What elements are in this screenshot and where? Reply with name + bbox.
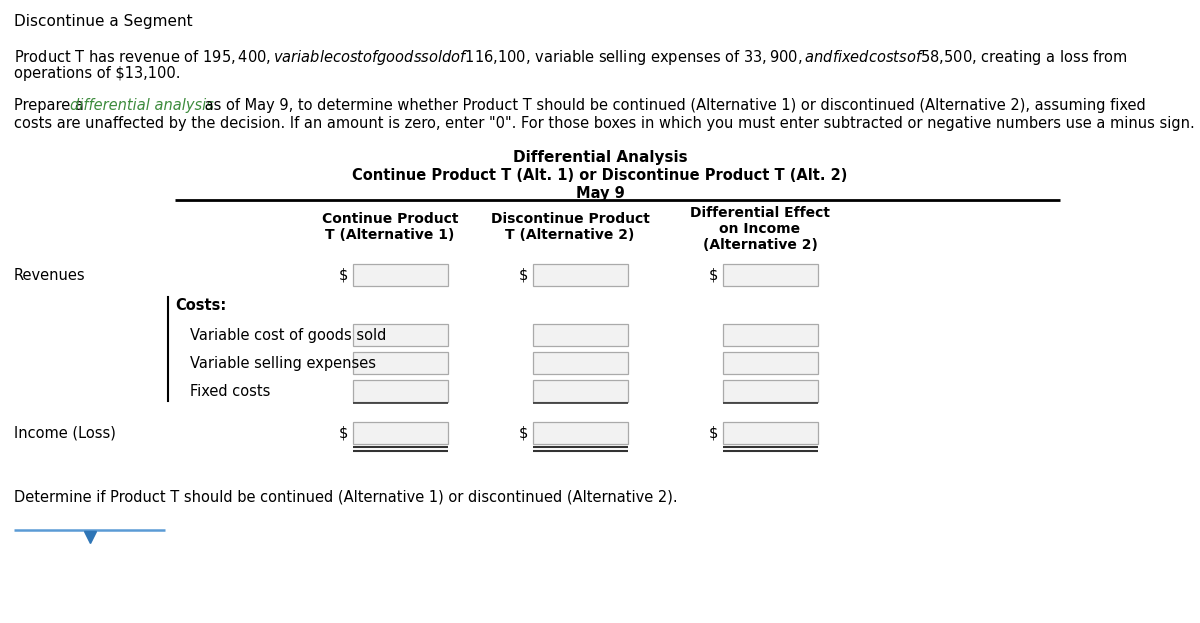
Text: (Alternative 2): (Alternative 2) xyxy=(702,238,817,252)
FancyBboxPatch shape xyxy=(533,352,628,374)
FancyBboxPatch shape xyxy=(353,422,448,444)
Text: $: $ xyxy=(709,268,719,283)
Text: $: $ xyxy=(709,426,719,441)
Text: operations of $13,100.: operations of $13,100. xyxy=(14,66,180,81)
Text: Discontinue a Segment: Discontinue a Segment xyxy=(14,14,193,29)
FancyBboxPatch shape xyxy=(722,264,818,286)
Text: T (Alternative 1): T (Alternative 1) xyxy=(325,228,455,242)
Text: $: $ xyxy=(340,426,348,441)
Text: Fixed costs: Fixed costs xyxy=(190,384,270,399)
FancyBboxPatch shape xyxy=(353,264,448,286)
Text: Variable selling expenses: Variable selling expenses xyxy=(190,356,376,371)
Text: Continue Product T (Alt. 1) or Discontinue Product T (Alt. 2): Continue Product T (Alt. 1) or Discontin… xyxy=(353,168,847,183)
Text: Variable cost of goods sold: Variable cost of goods sold xyxy=(190,328,386,343)
Text: $: $ xyxy=(520,268,528,283)
Text: $: $ xyxy=(520,426,528,441)
Text: on Income: on Income xyxy=(720,222,800,236)
Text: Differential Effect: Differential Effect xyxy=(690,206,830,220)
Text: costs are unaffected by the decision. If an amount is zero, enter "0". For those: costs are unaffected by the decision. If… xyxy=(14,116,1195,131)
Text: Revenues: Revenues xyxy=(14,268,85,283)
Text: Differential Analysis: Differential Analysis xyxy=(512,150,688,165)
Text: Prepare a: Prepare a xyxy=(14,98,89,113)
Text: $: $ xyxy=(340,268,348,283)
Text: Discontinue Product: Discontinue Product xyxy=(491,212,649,226)
FancyBboxPatch shape xyxy=(533,380,628,402)
FancyBboxPatch shape xyxy=(722,324,818,346)
FancyBboxPatch shape xyxy=(353,380,448,402)
FancyBboxPatch shape xyxy=(353,352,448,374)
Text: Product T has revenue of $195,400, variable cost of goods sold of $116,100, vari: Product T has revenue of $195,400, varia… xyxy=(14,48,1128,67)
Text: Continue Product: Continue Product xyxy=(322,212,458,226)
Text: differential analysis: differential analysis xyxy=(70,98,214,113)
Text: Costs:: Costs: xyxy=(175,298,227,313)
FancyBboxPatch shape xyxy=(722,422,818,444)
Text: T (Alternative 2): T (Alternative 2) xyxy=(505,228,635,242)
FancyBboxPatch shape xyxy=(353,324,448,346)
Text: Income (Loss): Income (Loss) xyxy=(14,426,116,441)
FancyBboxPatch shape xyxy=(533,422,628,444)
FancyBboxPatch shape xyxy=(722,380,818,402)
Text: May 9: May 9 xyxy=(576,186,624,201)
Text: as of May 9, to determine whether Product T should be continued (Alternative 1) : as of May 9, to determine whether Produc… xyxy=(200,98,1146,113)
FancyBboxPatch shape xyxy=(533,264,628,286)
FancyBboxPatch shape xyxy=(533,324,628,346)
Text: Determine if Product T should be continued (Alternative 1) or discontinued (Alte: Determine if Product T should be continu… xyxy=(14,490,678,505)
FancyBboxPatch shape xyxy=(722,352,818,374)
